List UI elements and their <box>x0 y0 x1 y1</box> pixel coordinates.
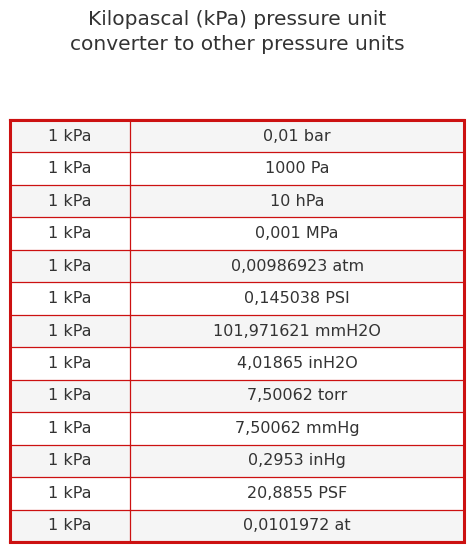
Text: 1 kPa: 1 kPa <box>48 258 92 274</box>
Bar <box>10 477 464 510</box>
Bar <box>10 250 464 282</box>
Bar <box>10 445 464 477</box>
Text: 0,00986923 atm: 0,00986923 atm <box>230 258 364 274</box>
Text: 1 kPa: 1 kPa <box>48 193 92 209</box>
Text: 1 kPa: 1 kPa <box>48 518 92 533</box>
Text: 0,0101972 at: 0,0101972 at <box>243 518 351 533</box>
Text: 7,50062 mmHg: 7,50062 mmHg <box>235 421 359 436</box>
Text: 1 kPa: 1 kPa <box>48 129 92 144</box>
Bar <box>10 510 464 542</box>
Bar <box>10 315 464 347</box>
Bar <box>10 120 464 153</box>
Bar <box>10 185 464 218</box>
Text: Kilopascal (kPa) pressure unit
converter to other pressure units: Kilopascal (kPa) pressure unit converter… <box>70 10 404 54</box>
Text: 1 kPa: 1 kPa <box>48 291 92 306</box>
Text: 10 hPa: 10 hPa <box>270 193 324 209</box>
Bar <box>10 347 464 380</box>
Bar <box>10 120 464 542</box>
Text: 1 kPa: 1 kPa <box>48 356 92 371</box>
Text: 1000 Pa: 1000 Pa <box>265 161 329 176</box>
Text: 1 kPa: 1 kPa <box>48 421 92 436</box>
Text: 1 kPa: 1 kPa <box>48 453 92 468</box>
Bar <box>10 282 464 315</box>
Text: 0,001 MPa: 0,001 MPa <box>255 226 339 241</box>
Text: 1 kPa: 1 kPa <box>48 388 92 403</box>
Text: 101,971621 mmH2O: 101,971621 mmH2O <box>213 323 381 338</box>
Text: 0,01 bar: 0,01 bar <box>264 129 331 144</box>
Bar <box>10 412 464 445</box>
Bar <box>10 380 464 412</box>
Text: 4,01865 inH2O: 4,01865 inH2O <box>237 356 357 371</box>
Text: 0,145038 PSI: 0,145038 PSI <box>244 291 350 306</box>
Text: 20,8855 PSF: 20,8855 PSF <box>247 486 347 501</box>
Bar <box>10 218 464 250</box>
Text: 0,2953 inHg: 0,2953 inHg <box>248 453 346 468</box>
Text: 1 kPa: 1 kPa <box>48 161 92 176</box>
Text: 1 kPa: 1 kPa <box>48 323 92 338</box>
Text: 1 kPa: 1 kPa <box>48 486 92 501</box>
Text: 7,50062 torr: 7,50062 torr <box>247 388 347 403</box>
Bar <box>10 153 464 185</box>
Text: 1 kPa: 1 kPa <box>48 226 92 241</box>
